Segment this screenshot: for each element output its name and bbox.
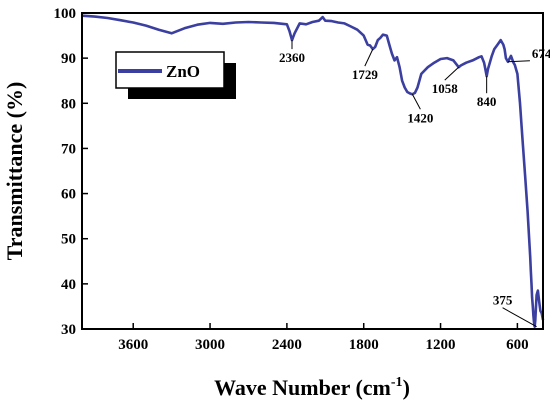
y-axis-title: Transmittance (%) bbox=[2, 82, 27, 261]
x-tick-label: 3000 bbox=[195, 337, 225, 353]
annotation-label: 840 bbox=[477, 94, 497, 109]
legend: ZnO bbox=[115, 51, 236, 99]
y-tick-label: 50 bbox=[61, 232, 76, 248]
annotation-layer: 2360 1729 1420 1058 840 674 375 bbox=[279, 40, 550, 328]
annotation-label: 1058 bbox=[432, 81, 459, 96]
x-axis-title-close: ) bbox=[403, 375, 410, 400]
y-tick-label: 60 bbox=[61, 187, 76, 203]
annotation-label: 1420 bbox=[407, 110, 433, 125]
annotation-label: 2360 bbox=[279, 50, 305, 65]
plot-frame bbox=[81, 12, 544, 330]
y-tick-label: 40 bbox=[61, 277, 76, 293]
annotation-label: 375 bbox=[493, 293, 513, 308]
annotation-pointer bbox=[364, 48, 374, 67]
y-tick-label: 80 bbox=[61, 96, 76, 112]
annotation-pointer bbox=[507, 60, 530, 63]
x-tick-label: 1200 bbox=[426, 337, 456, 353]
y-tick-label: 70 bbox=[61, 141, 76, 157]
x-axis-title-superscript: -1 bbox=[391, 375, 403, 390]
series-line-zno bbox=[81, 14, 545, 328]
y-tick-label: 100 bbox=[54, 6, 77, 22]
y-tick-label: 30 bbox=[61, 322, 76, 338]
x-axis-title-main: Wave Number (cm bbox=[214, 375, 391, 400]
annotation-pointer bbox=[502, 307, 537, 328]
x-tick-label: 600 bbox=[506, 337, 529, 353]
x-tick-label: 2400 bbox=[272, 337, 302, 353]
x-axis-title: Wave Number (cm-1) bbox=[214, 375, 410, 400]
annotation-pointer bbox=[411, 94, 421, 110]
x-tick-label: 3600 bbox=[118, 337, 148, 353]
annotation-label: 674 bbox=[532, 46, 550, 61]
x-tick-label: 1800 bbox=[349, 337, 379, 353]
annotation-pointer bbox=[444, 66, 460, 81]
legend-series-label: ZnO bbox=[166, 62, 200, 81]
series-layer bbox=[81, 14, 545, 328]
annotation-label: 1729 bbox=[352, 67, 379, 82]
y-tick-label: 90 bbox=[61, 51, 76, 67]
